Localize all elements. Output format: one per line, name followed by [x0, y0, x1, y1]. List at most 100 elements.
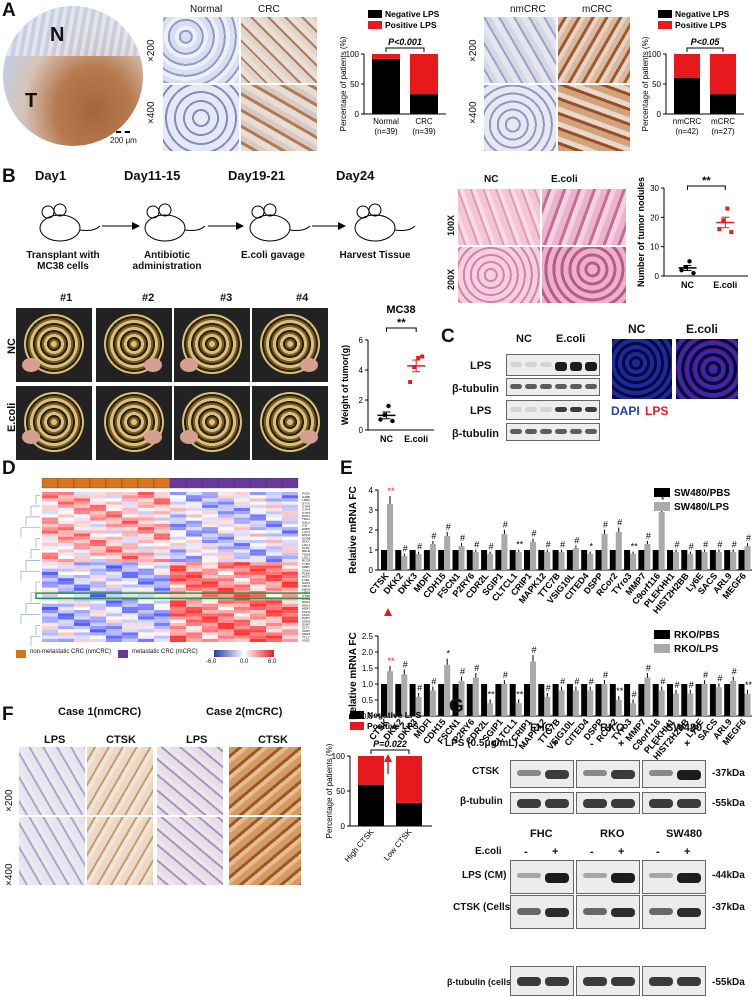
bar — [601, 684, 608, 716]
heatmap-cell — [282, 543, 298, 547]
heatmap-cell — [218, 638, 234, 642]
heatmap-cell — [138, 511, 154, 515]
heatmap-cell — [250, 619, 266, 623]
heatmap-cell — [202, 546, 218, 550]
heatmap-cell — [58, 523, 74, 528]
heatmap-cell — [154, 520, 170, 524]
y-tick-label: 100 — [648, 50, 662, 59]
heatmap-cell — [218, 552, 234, 556]
heatmap-cell — [250, 571, 266, 575]
blot-strip — [510, 860, 574, 894]
heatmap-cell — [74, 610, 90, 614]
significance-mark: # — [732, 667, 737, 677]
heatmap-cell — [170, 501, 186, 505]
c-col-ecoli: E.coli — [556, 333, 586, 345]
bar — [415, 696, 422, 716]
heatmap-cell — [218, 549, 234, 553]
heatmap-cell — [122, 559, 138, 563]
heatmap-cell — [186, 555, 202, 560]
blot-band — [583, 799, 607, 808]
bar — [572, 690, 579, 716]
bar-segment — [372, 58, 400, 114]
bar — [587, 554, 594, 570]
blot-band — [570, 429, 582, 434]
heatmap-cell — [106, 619, 122, 623]
bar — [381, 550, 387, 570]
bar-segment — [410, 94, 438, 114]
heatmap-cell — [42, 578, 58, 582]
step-2: Antibiotic administration — [132, 250, 202, 272]
blot-band — [677, 799, 701, 808]
bar — [509, 684, 516, 716]
heatmap-cell — [202, 629, 218, 633]
heatmap-cell — [282, 610, 298, 614]
blot-strip — [576, 792, 640, 814]
heatmap-cell — [250, 613, 266, 617]
col-normal: Normal — [190, 4, 223, 15]
heatmap-cell — [234, 638, 250, 642]
heatmap-cell — [58, 514, 74, 518]
bar-segment — [710, 94, 736, 114]
heatmap-cell — [58, 606, 74, 611]
colon-photo — [96, 308, 172, 382]
heatmap-cell — [154, 546, 170, 550]
mouse-icon — [249, 203, 311, 242]
heatmap-cell — [106, 584, 122, 588]
heatmap-cell — [266, 555, 282, 560]
color-scale — [214, 650, 274, 657]
blot-strip — [642, 760, 706, 788]
heatmap-cell — [154, 603, 170, 607]
he-ecoli-200x — [541, 246, 627, 304]
mag-200-a2: ×200 — [468, 39, 479, 62]
data-point — [390, 418, 395, 424]
significance-bracket — [385, 327, 417, 332]
bar — [595, 684, 602, 716]
heatmap-cell — [282, 530, 298, 534]
blot-band — [585, 429, 597, 434]
day-24: Day24 — [336, 168, 375, 183]
heatmap-cell — [234, 536, 250, 540]
heatmap-cell — [266, 632, 282, 636]
significance-mark: # — [603, 670, 608, 680]
heatmap-cell — [138, 504, 154, 508]
heatmap-cell — [218, 622, 234, 627]
bar — [715, 552, 722, 570]
heatmap-cell — [282, 606, 298, 611]
significance-mark: # — [674, 540, 679, 550]
heatmap-cell — [74, 523, 90, 528]
heatmap-cell — [266, 594, 282, 598]
significance-mark: # — [732, 540, 737, 550]
heatmap-cell — [106, 498, 122, 502]
heatmap-cell — [42, 504, 58, 508]
heatmap-cell — [154, 571, 170, 575]
heatmap-cell — [186, 632, 202, 636]
heatmap-cell — [74, 594, 90, 598]
heatmap-cell — [266, 504, 282, 508]
heatmap-cell — [234, 549, 250, 553]
heatmap-cell — [154, 610, 170, 614]
heatmap-cell — [58, 616, 74, 620]
heatmap-d: PCDHGB6GABRA2LRRC31STYX9CYP4F12CYP4F2CYP… — [20, 478, 310, 646]
heatmap-cell — [58, 501, 74, 505]
gene-label: CRIP1 — [302, 629, 310, 633]
heatmap-cell — [170, 533, 186, 537]
y-tick-label: 0 — [359, 426, 364, 435]
group-bar — [249, 478, 267, 489]
heatmap-cell — [138, 606, 154, 611]
heatmap-cell — [106, 638, 122, 642]
bar — [609, 684, 616, 716]
c-row-lps-2: LPS — [470, 405, 492, 417]
blot-strip — [506, 423, 600, 441]
bar — [544, 552, 551, 570]
heatmap-cell — [106, 594, 122, 598]
heatmap-cell — [234, 559, 250, 563]
heatmap-cell — [42, 594, 58, 598]
heatmap-cell — [202, 638, 218, 642]
bar — [509, 550, 516, 570]
heatmap-cell — [170, 626, 186, 630]
bar — [495, 550, 502, 570]
heatmap-cell — [138, 603, 154, 607]
heatmap-cell — [170, 603, 186, 607]
heatmap-cell — [74, 507, 90, 512]
heatmap-cell — [218, 565, 234, 569]
